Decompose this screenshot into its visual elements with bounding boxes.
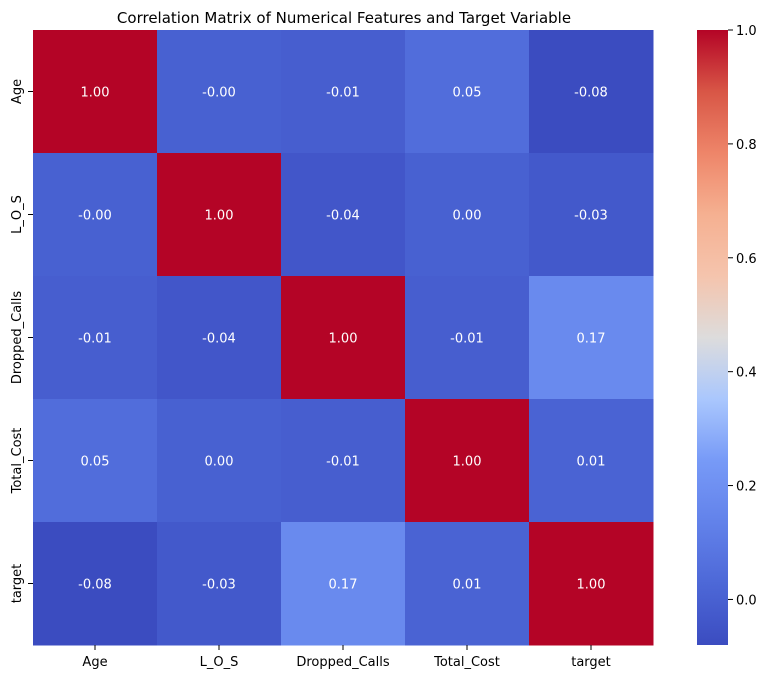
heatmap-cell [157, 522, 282, 646]
cell-value-label: 0.17 [577, 332, 606, 347]
colorbar-tick-label: 0.2 [736, 480, 757, 495]
heatmap-cell [33, 30, 158, 154]
heatmap-cell [33, 522, 158, 646]
x-tick-label: target [571, 655, 611, 670]
heatmap-cell [405, 30, 530, 154]
cell-value-label: -0.01 [326, 455, 360, 470]
x-tick-label: L_O_S [200, 655, 239, 670]
cell-value-label: -0.04 [202, 332, 236, 347]
cell-value-label: -0.00 [78, 209, 112, 224]
heatmap-cell [157, 30, 282, 154]
x-axis: Age L_O_S Dropped_Calls Total_Cost target [82, 645, 611, 670]
cell-value-label: -0.08 [574, 86, 608, 101]
cell-value-label: -0.03 [574, 209, 608, 224]
cell-value-label: 0.01 [577, 455, 606, 470]
colorbar: 0.0 0.2 0.4 0.6 0.8 1.0 [697, 24, 757, 645]
heatmap-cell [33, 399, 158, 523]
cell-value-label: 1.00 [329, 332, 358, 347]
heatmap-cell [405, 522, 530, 646]
colorbar-tick-label: 0.4 [736, 366, 757, 381]
heatmap-cell-labels: 1.00 -0.00 -0.01 0.05 -0.08 -0.00 1.00 -0.04 0.0… [78, 86, 608, 593]
chart-title: Correlation Matrix of Numerical Features… [117, 9, 571, 27]
cell-value-label: 0.05 [453, 86, 482, 101]
cell-value-label: -0.01 [326, 86, 360, 101]
cell-value-label: 0.17 [329, 578, 358, 593]
cell-value-label: -0.08 [78, 578, 112, 593]
heatmap-cell [529, 153, 654, 277]
x-tick-label: Dropped_Calls [296, 655, 390, 670]
cell-value-label: -0.01 [450, 332, 484, 347]
colorbar-tick-label: 1.0 [736, 24, 757, 39]
heatmap-cells [33, 30, 654, 646]
heatmap-cell [157, 276, 282, 400]
cell-value-label: 0.00 [205, 455, 234, 470]
colorbar-gradient [697, 30, 728, 645]
cell-value-label: -0.00 [202, 86, 236, 101]
heatmap-cell [405, 153, 530, 277]
heatmap-cell [405, 276, 530, 400]
heatmap-cell [529, 399, 654, 523]
heatmap-cell [157, 399, 282, 523]
colorbar-tick-label: 0.8 [736, 138, 757, 153]
cell-value-label: 1.00 [453, 455, 482, 470]
heatmap-cell [529, 30, 654, 154]
cell-value-label: 1.00 [205, 209, 234, 224]
cell-value-label: -0.03 [202, 578, 236, 593]
heatmap-cell [405, 399, 530, 523]
cell-value-label: 1.00 [577, 578, 606, 593]
heatmap-cell [157, 153, 282, 277]
cell-value-label: 0.00 [453, 209, 482, 224]
cell-value-label: 1.00 [81, 86, 110, 101]
heatmap-cell [33, 153, 158, 277]
heatmap-cell [281, 30, 406, 154]
cell-value-label: -0.04 [326, 209, 360, 224]
heatmap-cell [33, 276, 158, 400]
y-tick-label: Dropped_Calls [10, 291, 25, 385]
heatmap-cell [281, 399, 406, 523]
heatmap-cell [281, 522, 406, 646]
heatmap-cell [529, 522, 654, 646]
cell-value-label: 0.05 [81, 455, 110, 470]
x-tick-label: Age [82, 655, 107, 670]
heatmap-cell [281, 153, 406, 277]
x-tick-label: Total_Cost [433, 655, 500, 670]
heatmap-cell [529, 276, 654, 400]
cell-value-label: 0.01 [453, 578, 482, 593]
y-tick-label: Total_Cost [10, 428, 25, 495]
colorbar-tick-label: 0.0 [736, 593, 757, 608]
y-tick-label: Age [10, 79, 25, 104]
y-tick-label: target [10, 564, 25, 604]
heatmap-cell [281, 276, 406, 400]
cell-value-label: -0.01 [78, 332, 112, 347]
colorbar-tick-label: 0.6 [736, 252, 757, 267]
y-tick-label: L_O_S [10, 195, 25, 234]
